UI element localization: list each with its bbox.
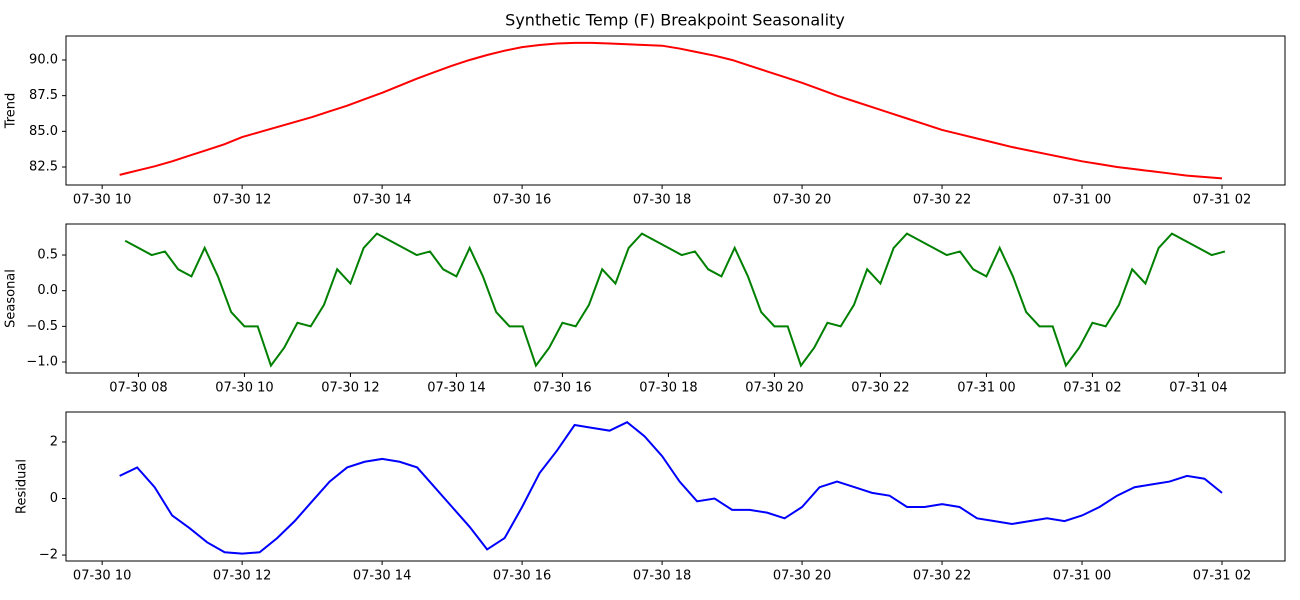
chart-title: Synthetic Temp (F) Breakpoint Seasonalit… xyxy=(505,11,845,30)
y-tick-label: −2 xyxy=(39,548,58,563)
x-tick-label: 07-30 22 xyxy=(913,193,971,208)
data-line xyxy=(124,232,1226,368)
x-tick-label: 07-30 18 xyxy=(633,569,691,584)
x-tick-label: 07-30 20 xyxy=(773,569,831,584)
data-line xyxy=(119,41,1223,180)
y-tick-label: 0 xyxy=(50,491,58,506)
x-tick-label: 07-30 14 xyxy=(353,193,411,208)
x-tick-label: 07-30 16 xyxy=(533,381,591,396)
plot-frame xyxy=(65,35,1286,186)
y-axis-label: Trend xyxy=(4,93,19,130)
x-tick-label: 07-31 00 xyxy=(1053,193,1111,208)
x-tick-label: 07-31 02 xyxy=(1193,569,1251,584)
y-axis-label: Seasonal xyxy=(4,269,19,328)
y-axis-label: Residual xyxy=(15,459,30,514)
x-tick-label: 07-31 02 xyxy=(1063,381,1121,396)
y-tick-label: 85.0 xyxy=(29,124,58,139)
x-tick-label: 07-30 22 xyxy=(913,569,971,584)
x-tick-label: 07-30 16 xyxy=(493,193,551,208)
x-tick-label: 07-30 12 xyxy=(321,381,379,396)
x-tick-label: 07-30 12 xyxy=(213,569,271,584)
x-tick-label: 07-30 10 xyxy=(73,193,131,208)
y-tick-label: 87.5 xyxy=(29,88,58,103)
x-tick-label: 07-30 20 xyxy=(773,193,831,208)
x-tick-label: 07-30 16 xyxy=(493,569,551,584)
x-tick-label: 07-30 18 xyxy=(639,381,697,396)
plot-frame xyxy=(65,411,1286,562)
x-tick-label: 07-30 14 xyxy=(427,381,485,396)
y-tick-label: −0.5 xyxy=(26,319,58,334)
y-tick-label: 90.0 xyxy=(29,52,58,67)
x-tick-label: 07-31 00 xyxy=(957,381,1015,396)
x-tick-label: 07-30 10 xyxy=(73,569,131,584)
x-tick-label: 07-30 22 xyxy=(851,381,909,396)
y-tick-label: −1.0 xyxy=(26,355,58,370)
x-tick-label: 07-30 18 xyxy=(633,193,691,208)
plot-frame xyxy=(65,223,1286,374)
data-line xyxy=(119,421,1223,555)
y-tick-label: 2 xyxy=(50,434,58,449)
x-tick-label: 07-30 08 xyxy=(109,381,167,396)
x-tick-label: 07-31 04 xyxy=(1169,381,1227,396)
x-tick-label: 07-30 14 xyxy=(353,569,411,584)
y-tick-label: 82.5 xyxy=(29,160,58,175)
x-tick-label: 07-30 10 xyxy=(215,381,273,396)
y-tick-label: 0.0 xyxy=(37,283,58,298)
x-tick-label: 07-30 20 xyxy=(745,381,803,396)
x-tick-label: 07-31 00 xyxy=(1053,569,1111,584)
x-tick-label: 07-31 02 xyxy=(1193,193,1251,208)
x-tick-label: 07-30 12 xyxy=(213,193,271,208)
y-tick-label: 0.5 xyxy=(37,248,58,263)
